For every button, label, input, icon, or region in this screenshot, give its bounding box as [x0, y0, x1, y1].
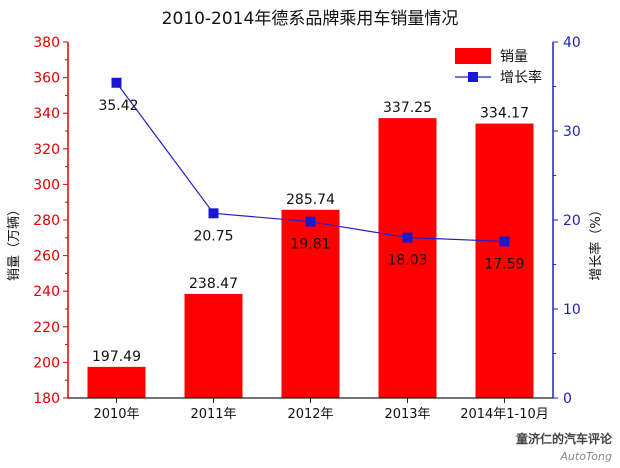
- bar-2: [281, 209, 340, 398]
- x-tick-label-3: 2013年: [384, 407, 430, 422]
- y-tick-label-2: 220: [33, 320, 60, 336]
- y-tick-label-5: 280: [33, 213, 60, 229]
- growth-value-label-1: 20.75: [193, 228, 233, 244]
- legend-label-growth: 增长率: [500, 69, 542, 86]
- bar-0: [87, 366, 146, 398]
- y-tick-label-0: 180: [33, 391, 60, 407]
- y-tick-label-3: 240: [33, 284, 60, 300]
- y2-tick-label-1: 10: [563, 302, 581, 318]
- growth-labels-layer: 35.42 20.75 19.81 18.03 17.59: [98, 98, 524, 273]
- bar-value-label-2: 285.74: [286, 192, 335, 208]
- growth-value-label-0: 35.42: [98, 98, 138, 114]
- bar-value-label-0: 197.49: [92, 349, 141, 365]
- axes-layer: 180 200 220 240 260 280 300 320 340 360 380 0 10 20 30…: [33, 35, 581, 422]
- legend-swatch-sales: [455, 48, 491, 64]
- x-tick-label-4: 2014年1-10月: [460, 407, 549, 422]
- y-tick-label-1: 200: [33, 355, 60, 371]
- bars-layer: [87, 118, 534, 399]
- growth-point-1: [208, 208, 219, 219]
- y-tick-label-7: 320: [33, 142, 60, 158]
- bar-value-label-1: 238.47: [189, 276, 238, 292]
- y2-tick-label-0: 0: [563, 391, 572, 407]
- y-axis-label: 销量（万辆）: [7, 203, 22, 281]
- chart-title: 2010-2014年德系品牌乘用车销量情况: [162, 9, 459, 29]
- bar-3: [378, 118, 437, 398]
- y2-axis-label: 增长率（%）: [588, 203, 604, 280]
- growth-value-label-3: 18.03: [387, 253, 427, 269]
- growth-point-3: [402, 232, 413, 243]
- growth-value-label-2: 19.81: [290, 237, 330, 253]
- y-tick-label-6: 300: [33, 177, 60, 193]
- watermark: 童济仁的汽车评论 AutoTong: [516, 431, 613, 463]
- x-tick-label-0: 2010年: [93, 407, 139, 422]
- bar-1: [184, 293, 243, 398]
- growth-line-layer: [111, 77, 510, 247]
- y2-tick-label-4: 40: [563, 35, 581, 51]
- legend-label-sales: 销量: [500, 49, 528, 65]
- legend: 销量 增长率: [455, 48, 542, 86]
- y-tick-label-10: 380: [33, 35, 60, 51]
- legend-marker-growth: [468, 72, 478, 82]
- bar-labels-layer: 197.49 238.47 285.74 337.25 334.17: [92, 100, 529, 365]
- y-tick-label-4: 260: [33, 249, 60, 265]
- bar-4: [475, 123, 534, 399]
- growth-point-2: [305, 216, 316, 227]
- y-tick-label-8: 340: [33, 106, 60, 122]
- watermark-line1: 童济仁的汽车评论: [516, 431, 613, 446]
- x-tick-label-2: 2012年: [287, 407, 333, 422]
- x-tick-label-1: 2011年: [190, 407, 236, 422]
- y2-tick-label-3: 30: [563, 124, 581, 140]
- bar-value-label-4: 334.17: [480, 106, 529, 122]
- watermark-line2: AutoTong: [559, 450, 612, 463]
- growth-point-4: [499, 236, 510, 247]
- growth-value-label-4: 17.59: [484, 256, 524, 272]
- y2-tick-label-2: 20: [563, 213, 581, 229]
- bar-value-label-3: 337.25: [383, 100, 432, 116]
- y-tick-label-9: 360: [33, 71, 60, 87]
- growth-point-0: [111, 77, 122, 88]
